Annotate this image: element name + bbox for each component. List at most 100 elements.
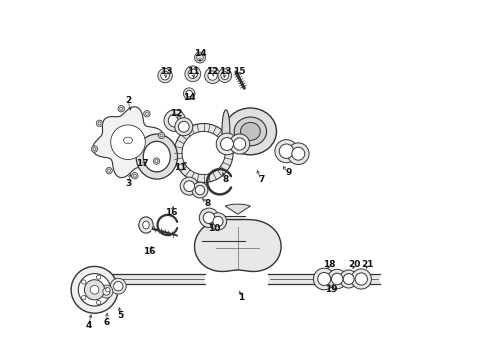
- Circle shape: [192, 182, 208, 198]
- Circle shape: [327, 269, 347, 289]
- Circle shape: [158, 68, 172, 83]
- Circle shape: [199, 208, 219, 228]
- Circle shape: [133, 174, 136, 177]
- Text: 6: 6: [103, 318, 110, 327]
- Ellipse shape: [222, 110, 230, 153]
- Ellipse shape: [224, 108, 276, 155]
- Circle shape: [196, 185, 205, 195]
- Circle shape: [158, 132, 165, 139]
- Circle shape: [355, 273, 368, 285]
- Text: 21: 21: [361, 260, 374, 269]
- Circle shape: [164, 110, 186, 131]
- Circle shape: [146, 112, 148, 115]
- Circle shape: [81, 280, 86, 284]
- Circle shape: [318, 273, 331, 285]
- Text: 4: 4: [85, 321, 92, 330]
- Text: 16: 16: [165, 208, 177, 217]
- Circle shape: [182, 131, 225, 175]
- Circle shape: [96, 120, 103, 127]
- Circle shape: [169, 114, 181, 127]
- Polygon shape: [111, 125, 145, 159]
- Text: 19: 19: [325, 285, 338, 294]
- Circle shape: [131, 172, 138, 179]
- Text: 12: 12: [206, 68, 219, 77]
- Circle shape: [331, 273, 343, 285]
- Circle shape: [160, 134, 163, 137]
- Circle shape: [84, 280, 104, 300]
- Text: 15: 15: [233, 68, 246, 77]
- Circle shape: [218, 69, 232, 82]
- Circle shape: [97, 275, 101, 279]
- Circle shape: [233, 138, 245, 150]
- Circle shape: [155, 159, 158, 162]
- Circle shape: [208, 71, 217, 80]
- Text: 3: 3: [125, 179, 131, 188]
- Circle shape: [93, 148, 96, 150]
- Circle shape: [178, 121, 189, 132]
- Circle shape: [110, 278, 126, 294]
- Circle shape: [90, 285, 99, 294]
- Text: 13: 13: [219, 68, 231, 77]
- Circle shape: [103, 288, 110, 295]
- Text: 7: 7: [258, 175, 265, 184]
- Circle shape: [81, 296, 86, 300]
- Text: 13: 13: [160, 68, 172, 77]
- Text: 14: 14: [194, 49, 206, 58]
- Ellipse shape: [241, 122, 260, 140]
- Text: 17: 17: [136, 159, 148, 168]
- Circle shape: [186, 90, 193, 97]
- Ellipse shape: [136, 134, 177, 179]
- Circle shape: [221, 72, 229, 80]
- Ellipse shape: [143, 221, 149, 229]
- Circle shape: [120, 107, 122, 110]
- Circle shape: [275, 140, 298, 163]
- Circle shape: [229, 134, 250, 154]
- Polygon shape: [225, 204, 250, 214]
- Circle shape: [118, 105, 124, 112]
- Circle shape: [100, 285, 113, 298]
- Circle shape: [78, 274, 111, 306]
- Ellipse shape: [123, 137, 132, 144]
- Circle shape: [213, 216, 223, 226]
- Circle shape: [106, 288, 110, 292]
- Circle shape: [180, 177, 198, 195]
- Circle shape: [184, 181, 195, 192]
- Circle shape: [351, 269, 371, 289]
- Circle shape: [144, 111, 150, 117]
- Circle shape: [106, 167, 112, 174]
- Circle shape: [195, 52, 205, 63]
- Text: 11: 11: [174, 163, 187, 172]
- Circle shape: [108, 169, 111, 172]
- Circle shape: [174, 123, 233, 183]
- Polygon shape: [195, 220, 281, 271]
- Circle shape: [71, 266, 118, 313]
- Circle shape: [183, 88, 195, 99]
- Circle shape: [205, 68, 220, 84]
- Circle shape: [91, 146, 98, 152]
- Circle shape: [153, 158, 160, 164]
- Circle shape: [220, 138, 233, 150]
- Text: 18: 18: [323, 260, 336, 269]
- Circle shape: [216, 133, 238, 155]
- Circle shape: [343, 274, 354, 284]
- Text: 20: 20: [348, 260, 361, 269]
- Circle shape: [209, 213, 227, 230]
- Circle shape: [98, 122, 101, 125]
- Text: 8: 8: [204, 199, 210, 208]
- Text: 10: 10: [208, 224, 220, 233]
- Text: 16: 16: [144, 248, 156, 256]
- Circle shape: [288, 143, 309, 165]
- Text: 2: 2: [125, 96, 131, 105]
- Circle shape: [114, 282, 123, 291]
- Ellipse shape: [143, 141, 171, 172]
- Text: 12: 12: [171, 109, 183, 118]
- Circle shape: [161, 71, 170, 80]
- Text: 1: 1: [238, 292, 245, 302]
- Text: 11: 11: [187, 68, 199, 77]
- Circle shape: [279, 144, 294, 158]
- Circle shape: [203, 212, 215, 224]
- Text: 8: 8: [222, 175, 228, 184]
- Ellipse shape: [139, 217, 153, 233]
- Circle shape: [340, 270, 358, 288]
- Ellipse shape: [234, 117, 267, 146]
